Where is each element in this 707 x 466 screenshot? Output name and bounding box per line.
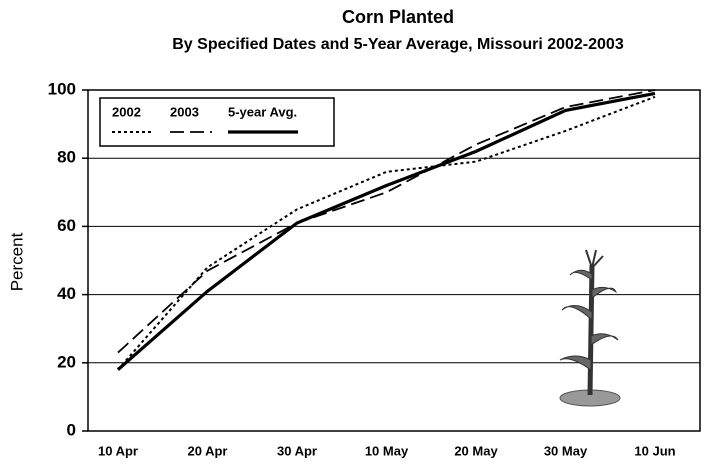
legend-label: 5-year Avg. xyxy=(228,104,297,119)
legend-label: 2002 xyxy=(112,104,141,119)
x-tick-label: 10 Jun xyxy=(634,443,675,458)
y-tick-label: 100 xyxy=(48,79,76,98)
chart: Corn Planted By Specified Dates and 5-Ye… xyxy=(0,0,707,461)
y-tick-label: 0 xyxy=(67,420,76,439)
x-tick-label: 30 Apr xyxy=(277,443,317,458)
chart-subtitle: By Specified Dates and 5-Year Average, M… xyxy=(172,36,624,53)
x-tick-label: 30 May xyxy=(544,443,588,458)
y-tick-label: 80 xyxy=(57,148,76,167)
chart-title: Corn Planted xyxy=(342,7,454,27)
x-tick-label: 20 Apr xyxy=(188,443,228,458)
x-tick-label: 20 May xyxy=(454,443,498,458)
corn-plant xyxy=(560,250,620,406)
y-tick-label: 40 xyxy=(57,284,76,303)
y-tick-label: 20 xyxy=(57,352,76,371)
y-tick-label: 60 xyxy=(57,216,76,235)
legend-label: 2003 xyxy=(170,104,199,119)
y-axis-label: Percent xyxy=(7,232,26,291)
x-tick-label: 10 May xyxy=(365,443,409,458)
x-tick-label: 10 Apr xyxy=(98,443,138,458)
